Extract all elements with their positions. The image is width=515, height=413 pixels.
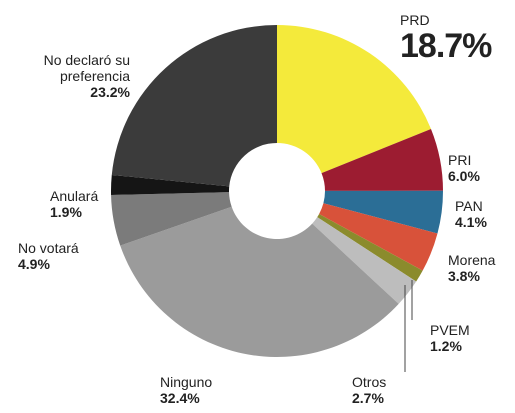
slice-label: PRD 18.7%	[400, 12, 492, 65]
slice	[317, 214, 423, 282]
slice	[111, 25, 277, 187]
slice	[321, 129, 443, 191]
value-label: 4.9%	[18, 256, 50, 272]
slice	[277, 25, 431, 174]
slice	[111, 192, 232, 246]
value-label: 32.4%	[160, 390, 200, 406]
slice	[312, 217, 417, 304]
value-label: 4.1%	[455, 214, 487, 230]
category-name: Morena	[448, 252, 496, 268]
slice	[323, 190, 443, 234]
slices	[111, 25, 443, 357]
category-name: No declaró su preferencia	[43, 52, 130, 84]
category-name: No votará	[18, 240, 79, 256]
slice-label: PRI 6.0%	[448, 152, 480, 184]
slice-label: Morena 3.8%	[448, 252, 495, 284]
category-name: Otros	[352, 374, 387, 390]
slice-label: No votará 4.9%	[18, 240, 79, 272]
slice-label: No declaró su preferencia 23.2%	[0, 52, 130, 100]
value-label: 1.9%	[50, 204, 82, 220]
slice-label: Anulará 1.9%	[50, 188, 98, 220]
value-label: 6.0%	[448, 168, 480, 184]
slice	[111, 174, 230, 195]
value-label: 2.7%	[352, 390, 384, 406]
slice	[319, 203, 438, 271]
category-name: Anulará	[50, 188, 99, 204]
category-name: Ninguno	[160, 374, 213, 390]
slice-label: Otros 2.7%	[352, 374, 386, 406]
category-name: PRI	[448, 152, 472, 168]
slice-label: PVEM 1.2%	[430, 322, 470, 354]
slice-label: Ninguno 32.4%	[160, 374, 212, 406]
category-name: PAN	[455, 198, 483, 214]
category-name: PVEM	[430, 322, 470, 338]
value-label: 3.8%	[448, 268, 480, 284]
value-label: 1.2%	[430, 338, 462, 354]
slice	[120, 206, 399, 357]
slice-label: PAN 4.1%	[455, 198, 487, 230]
category-name: PRD	[400, 12, 430, 28]
value-label: 18.7%	[400, 27, 492, 65]
value-label: 23.2%	[90, 84, 130, 100]
